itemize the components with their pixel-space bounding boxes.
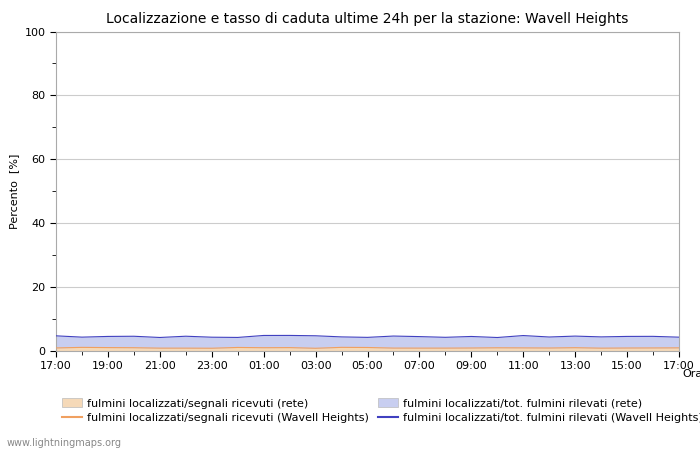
Title: Localizzazione e tasso di caduta ultime 24h per la stazione: Wavell Heights: Localizzazione e tasso di caduta ultime … [106,12,629,26]
Text: Orario: Orario [682,369,700,379]
Legend: fulmini localizzati/segnali ricevuti (rete), fulmini localizzati/segnali ricevut: fulmini localizzati/segnali ricevuti (re… [62,398,700,423]
Y-axis label: Percento  [%]: Percento [%] [9,153,19,229]
Text: www.lightningmaps.org: www.lightningmaps.org [7,438,122,448]
